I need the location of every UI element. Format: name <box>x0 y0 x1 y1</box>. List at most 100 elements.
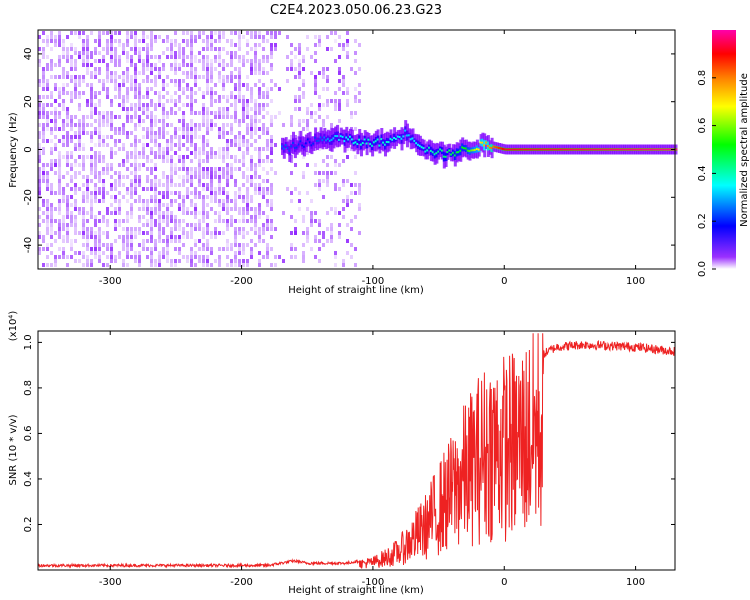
noise-cell <box>262 195 265 199</box>
noise-cell <box>38 187 41 191</box>
noise-cell <box>82 251 85 255</box>
ridge-core <box>437 150 441 153</box>
noise-cell <box>138 207 141 211</box>
noise-cell <box>122 227 125 231</box>
noise-cell <box>238 191 241 195</box>
noise-cell <box>186 127 189 131</box>
noise-cell <box>134 191 137 195</box>
noise-cell <box>82 231 85 235</box>
noise-cell <box>354 99 357 103</box>
noise-cell <box>134 39 137 43</box>
noise-cell <box>166 243 169 247</box>
noise-cell <box>186 259 189 263</box>
noise-cell <box>114 171 117 175</box>
noise-cell <box>338 223 341 227</box>
noise-cell <box>134 75 137 79</box>
noise-cell <box>54 239 57 243</box>
noise-cell <box>226 111 229 115</box>
ridge-core <box>623 148 626 151</box>
noise-cell <box>206 231 209 235</box>
noise-cell <box>46 95 49 99</box>
noise-cell <box>202 215 205 219</box>
ridge-core <box>510 148 514 151</box>
noise-cell <box>242 159 245 163</box>
noise-cell <box>150 215 153 219</box>
ridge-core <box>428 146 432 149</box>
ridge-core <box>657 148 661 151</box>
ridge-core <box>453 154 457 157</box>
noise-cell <box>174 39 177 43</box>
noise-cell <box>94 71 97 75</box>
noise-cell <box>234 31 237 35</box>
noise-cell <box>130 63 133 67</box>
noise-cell <box>106 255 109 259</box>
noise-cell <box>66 183 69 187</box>
noise-cell <box>166 75 169 79</box>
noise-cell <box>346 155 349 159</box>
noise-cell <box>86 227 89 231</box>
ridge-core <box>505 148 509 151</box>
noise-cell <box>134 67 137 71</box>
noise-cell <box>258 251 261 255</box>
noise-cell <box>306 107 309 111</box>
noise-cell <box>166 203 169 207</box>
noise-cell <box>246 203 249 207</box>
ridge-core <box>314 136 318 139</box>
noise-cell <box>66 207 69 211</box>
ridge-core <box>356 143 360 145</box>
noise-cell <box>110 195 113 199</box>
noise-cell <box>210 111 213 115</box>
noise-cell <box>218 127 221 131</box>
snr-y-ticks: 0.20.40.60.81.0 <box>23 334 675 532</box>
noise-cell <box>198 195 201 199</box>
noise-cell <box>262 191 265 195</box>
noise-cell <box>146 91 149 95</box>
noise-cell <box>98 231 101 235</box>
noise-cell <box>310 223 313 227</box>
noise-cell <box>58 91 61 95</box>
noise-cell <box>130 31 133 35</box>
ridge-core <box>297 143 301 146</box>
noise-cell <box>178 227 181 231</box>
noise-cell <box>82 159 85 163</box>
noise-cell <box>74 131 77 135</box>
noise-cell <box>42 235 45 239</box>
noise-cell <box>98 111 101 115</box>
noise-cell <box>118 55 121 59</box>
noise-cell <box>46 199 49 203</box>
noise-cell <box>230 63 233 67</box>
noise-cell <box>250 143 253 147</box>
noise-cell <box>42 107 45 111</box>
noise-cell <box>50 207 53 211</box>
x-tick-label: -100 <box>362 577 385 588</box>
noise-cell <box>134 255 137 259</box>
noise-cell <box>190 107 193 111</box>
noise-cell <box>130 191 133 195</box>
noise-cell <box>306 235 309 239</box>
noise-cell <box>82 143 85 147</box>
noise-cell <box>206 71 209 75</box>
noise-cell <box>206 43 209 47</box>
noise-cell <box>98 99 101 103</box>
noise-cell <box>138 47 141 51</box>
noise-cell <box>186 83 189 87</box>
noise-cell <box>282 259 285 263</box>
noise-cell <box>194 131 197 135</box>
noise-cell <box>238 31 241 35</box>
noise-cell <box>206 167 209 171</box>
noise-cell <box>146 43 149 47</box>
noise-cell <box>138 243 141 247</box>
noise-cell <box>234 115 237 119</box>
noise-cell <box>190 95 193 99</box>
noise-cell <box>262 227 265 231</box>
noise-cell <box>226 211 229 215</box>
noise-cell <box>138 219 141 223</box>
noise-cell <box>178 159 181 163</box>
noise-cell <box>290 171 293 175</box>
noise-cell <box>242 171 245 175</box>
noise-cell <box>134 63 137 67</box>
noise-cell <box>114 259 117 263</box>
noise-cell <box>310 247 313 251</box>
noise-cell <box>70 243 73 247</box>
